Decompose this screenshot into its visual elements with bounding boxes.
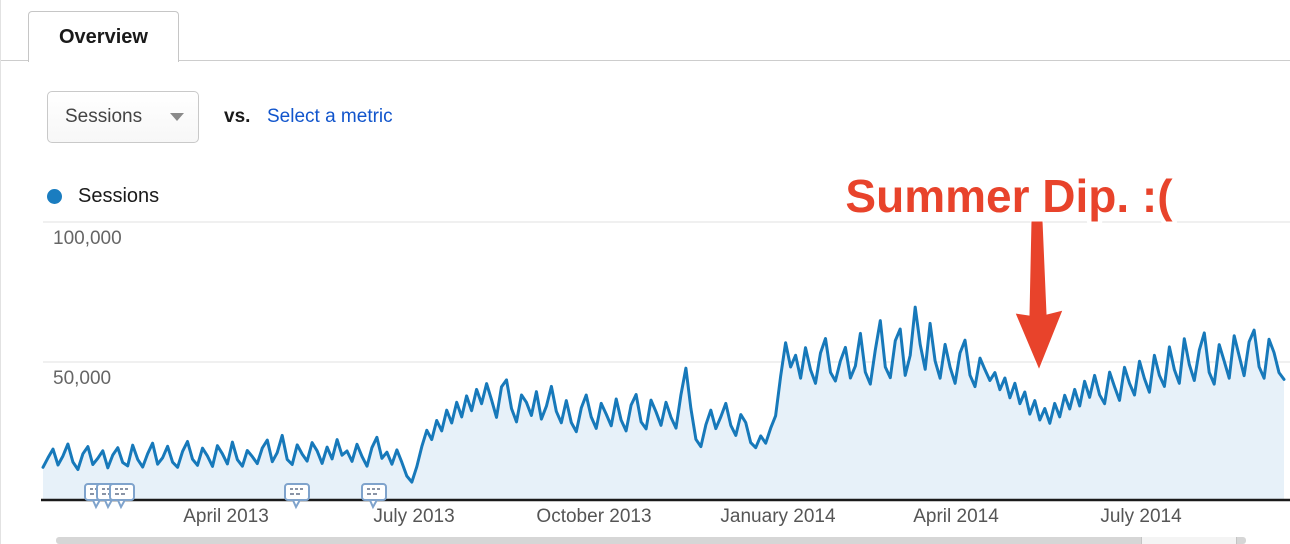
select-a-metric-link[interactable]: Select a metric <box>267 106 393 127</box>
y-tick-50000: 50,000 <box>53 368 112 389</box>
annotation-markers[interactable] <box>84 483 387 510</box>
gridlines <box>43 221 1290 363</box>
vs-label: vs. <box>224 106 251 127</box>
chevron-down-icon <box>170 113 184 121</box>
tab-overview[interactable]: Overview <box>28 11 179 62</box>
x-tick-oct-2013: October 2013 <box>536 506 652 527</box>
series-legend: Sessions <box>47 185 159 208</box>
summer-dip-callout: Summer Dip. :( <box>841 166 1178 372</box>
timeline-scrollbar-thumb[interactable] <box>1141 537 1237 544</box>
down-arrow-icon <box>1014 220 1064 372</box>
x-tick-apr-2013: April 2013 <box>183 506 269 527</box>
speech-bubble-icon[interactable] <box>361 483 387 510</box>
sessions-area-fill <box>43 307 1284 499</box>
x-tick-jan-2014: January 2014 <box>720 506 836 527</box>
summer-dip-text: Summer Dip. :( <box>845 170 1173 222</box>
metric-dropdown-value: Sessions <box>65 106 143 127</box>
sessions-line <box>41 305 1286 484</box>
tab-overview-label: Overview <box>59 25 148 48</box>
speech-bubble-icon[interactable] <box>109 483 135 510</box>
x-tick-jul-2014: July 2014 <box>1100 506 1182 527</box>
series-color-dot-icon <box>47 189 62 204</box>
speech-bubble-icon[interactable] <box>284 483 310 510</box>
timeline-scrollbar-track[interactable] <box>56 537 1246 544</box>
tab-bar-divider <box>1 60 1290 61</box>
y-tick-100000: 100,000 <box>53 228 122 249</box>
metric-dropdown[interactable]: Sessions <box>47 91 199 143</box>
x-tick-jul-2013: July 2013 <box>373 506 455 527</box>
series-legend-label: Sessions <box>78 185 160 207</box>
x-tick-apr-2014: April 2014 <box>913 506 999 527</box>
